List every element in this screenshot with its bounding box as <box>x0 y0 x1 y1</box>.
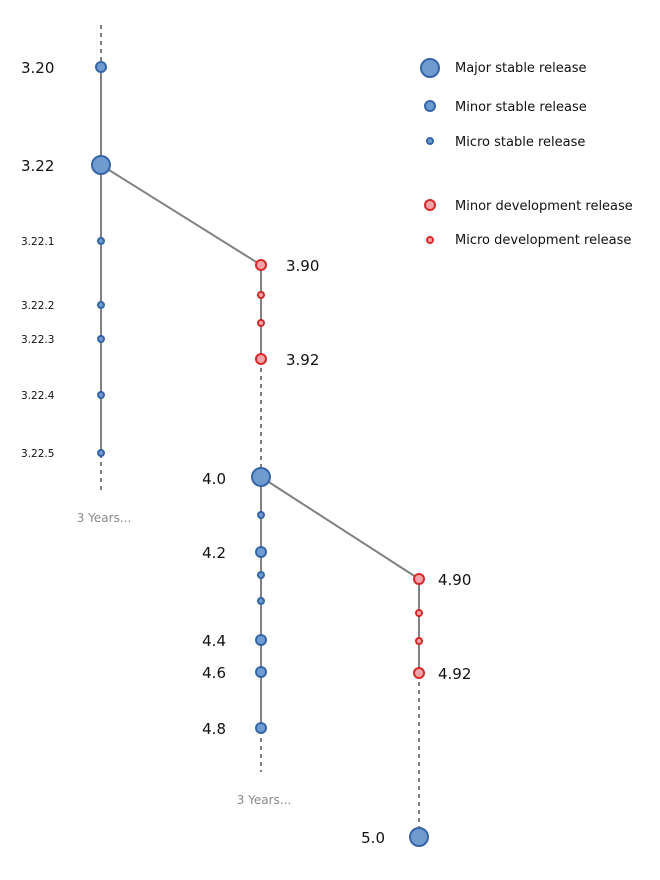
legend-minor-dev-label: Minor development release <box>455 199 633 214</box>
node-4-0 <box>251 467 271 487</box>
label-3-22-1: 3.22.1 <box>21 236 54 248</box>
node-4-2-2 <box>257 597 265 605</box>
legend-micro-stable-label: Micro stable release <box>455 135 585 150</box>
node-4-90-2 <box>415 637 423 645</box>
node-3-20 <box>95 61 107 73</box>
node-3-22-4 <box>97 391 105 399</box>
node-5-0 <box>409 827 429 847</box>
label-3-22-4: 3.22.4 <box>21 390 55 402</box>
label-3-22-5: 3.22.5 <box>21 448 54 460</box>
node-3-90-1 <box>257 291 265 299</box>
fork-3-22-to-3-90 <box>100 164 262 266</box>
label-3-20: 3.20 <box>21 59 54 77</box>
node-4-6 <box>255 666 267 678</box>
fork-4-0-to-4-90 <box>260 476 420 580</box>
node-4-92 <box>413 667 425 679</box>
node-3-90 <box>255 259 267 271</box>
legend-minor-stable-label: Minor stable release <box>455 100 587 115</box>
legend: Major stable release Minor stable releas… <box>420 58 633 248</box>
legend-micro-stable-icon <box>426 137 434 145</box>
version-labels: 3.20 3.22 3.22.1 3.22.2 3.22.3 3.22.4 3.… <box>21 59 471 847</box>
label-4-0: 4.0 <box>202 470 226 488</box>
legend-micro-dev-icon <box>426 236 434 244</box>
node-4-4 <box>255 634 267 646</box>
dev-nodes <box>255 259 425 679</box>
node-3-22-1 <box>97 237 105 245</box>
gap-label-4: 3 Years... <box>237 793 292 807</box>
legend-micro-dev-label: Micro development release <box>455 233 631 248</box>
label-3-22-3: 3.22.3 <box>21 334 54 346</box>
label-4-92: 4.92 <box>438 665 471 683</box>
label-4-8: 4.8 <box>202 720 226 738</box>
label-5-0: 5.0 <box>361 829 385 847</box>
label-3-90: 3.90 <box>286 257 319 275</box>
legend-minor-dev-icon <box>424 199 436 211</box>
legend-major-stable-icon <box>420 58 440 78</box>
label-4-4: 4.4 <box>202 632 226 650</box>
node-3-22 <box>91 155 111 175</box>
node-4-8 <box>255 722 267 734</box>
node-4-90-1 <box>415 609 423 617</box>
legend-major-stable-label: Major stable release <box>455 61 586 76</box>
node-3-90-2 <box>257 319 265 327</box>
label-4-90: 4.90 <box>438 571 471 589</box>
node-4-0-1 <box>257 511 265 519</box>
label-3-92: 3.92 <box>286 351 319 369</box>
label-4-2: 4.2 <box>202 544 226 562</box>
node-4-2 <box>255 546 267 558</box>
node-4-2-1 <box>257 571 265 579</box>
node-3-22-5 <box>97 449 105 457</box>
node-3-22-2 <box>97 301 105 309</box>
node-3-22-3 <box>97 335 105 343</box>
label-3-22: 3.22 <box>21 157 54 175</box>
node-4-90 <box>413 573 425 585</box>
label-3-22-2: 3.22.2 <box>21 300 54 312</box>
label-4-6: 4.6 <box>202 664 226 682</box>
legend-minor-stable-icon <box>424 100 436 112</box>
branch-lines <box>100 25 420 836</box>
node-3-92 <box>255 353 267 365</box>
stable-nodes <box>91 61 429 847</box>
gap-label-3: 3 Years... <box>77 511 132 525</box>
